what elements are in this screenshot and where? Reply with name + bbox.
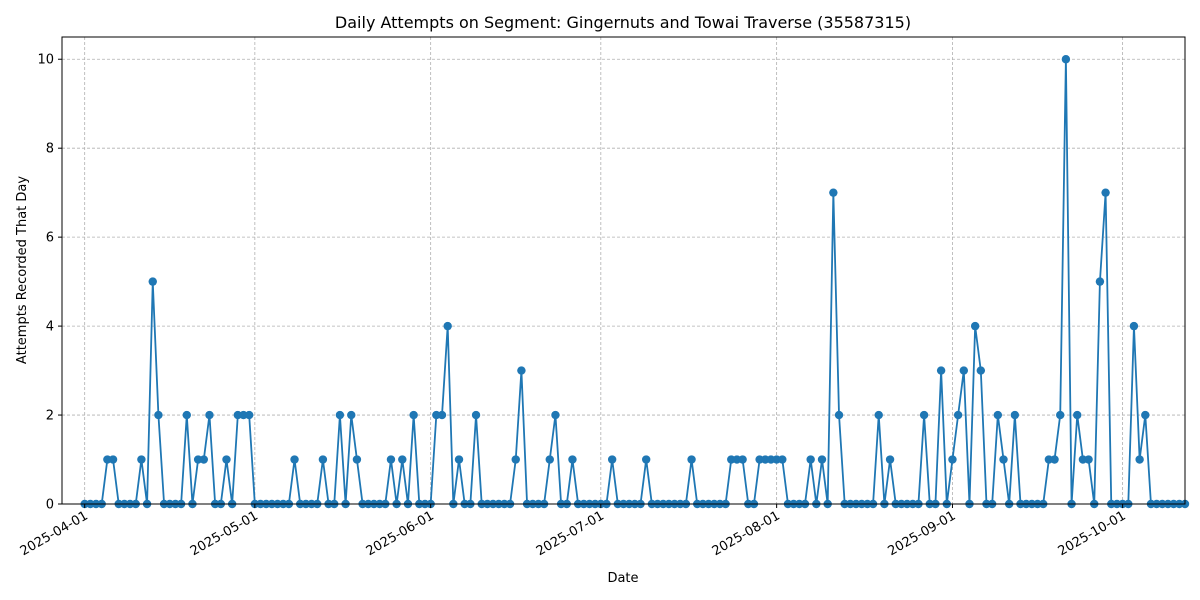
plot-frame: [61, 36, 1186, 505]
data-point: [806, 455, 815, 464]
data-point: [1061, 55, 1071, 64]
data-point: [443, 321, 452, 331]
data-point: [953, 410, 963, 420]
data-point: [1129, 321, 1139, 331]
data-point: [919, 410, 929, 420]
data-point: [687, 455, 696, 464]
data-point: [817, 455, 827, 464]
chart-title: Daily Attempts on Segment: Gingernuts an…: [335, 13, 911, 32]
data-point: [1084, 455, 1093, 464]
data-point: [199, 455, 208, 464]
data-point: [1050, 455, 1059, 464]
data-point: [409, 410, 418, 420]
data-point: [829, 188, 838, 197]
y-tick-label: 6: [46, 231, 54, 246]
data-point: [205, 410, 214, 420]
data-point: [290, 455, 299, 464]
data-point: [318, 455, 328, 464]
data-point: [1101, 188, 1110, 197]
y-tick-label: 8: [46, 142, 54, 157]
data-point: [568, 455, 577, 464]
data-point: [936, 366, 946, 375]
data-point: [386, 455, 396, 464]
data-point: [545, 455, 554, 464]
data-point: [182, 410, 191, 420]
data-point: [641, 455, 651, 464]
data-point: [437, 410, 447, 420]
data-point: [137, 455, 146, 464]
data-point: [517, 366, 526, 375]
data-point: [1056, 410, 1065, 420]
y-tick-label: 4: [46, 320, 54, 335]
data-point: [551, 410, 560, 420]
data-point: [993, 410, 1003, 420]
data-point: [154, 410, 163, 420]
data-point: [222, 455, 231, 464]
data-point: [352, 455, 362, 464]
y-tick-label: 10: [37, 53, 54, 68]
y-axis-ticks: 0 2 4 6 8 10: [37, 53, 62, 513]
data-point: [398, 455, 407, 464]
data-point: [970, 321, 980, 331]
data-point: [1141, 410, 1150, 420]
data-point: [454, 455, 464, 464]
data-point: [511, 455, 520, 464]
y-tick-label: 0: [46, 498, 54, 513]
y-tick-label: 2: [46, 409, 54, 424]
data-point: [834, 410, 844, 420]
data-point: [148, 277, 157, 286]
data-point: [959, 366, 968, 375]
data-point: [347, 410, 356, 420]
data-point: [1135, 455, 1144, 464]
data-point: [948, 455, 957, 464]
data-point: [778, 455, 787, 464]
data-point: [108, 455, 118, 464]
data-point: [244, 410, 254, 420]
x-axis-label: Date: [607, 571, 638, 586]
data-point: [885, 455, 895, 464]
data-point: [471, 410, 481, 420]
data-point: [1010, 410, 1020, 420]
data-point: [999, 455, 1008, 464]
y-axis-label: Attempts Recorded That Day: [15, 176, 30, 364]
data-point: [738, 455, 747, 464]
data-point: [1095, 277, 1105, 286]
data-point: [874, 410, 883, 420]
data-point: [976, 366, 986, 375]
data-point: [335, 410, 345, 420]
data-point: [607, 455, 617, 464]
data-point: [1073, 410, 1082, 420]
